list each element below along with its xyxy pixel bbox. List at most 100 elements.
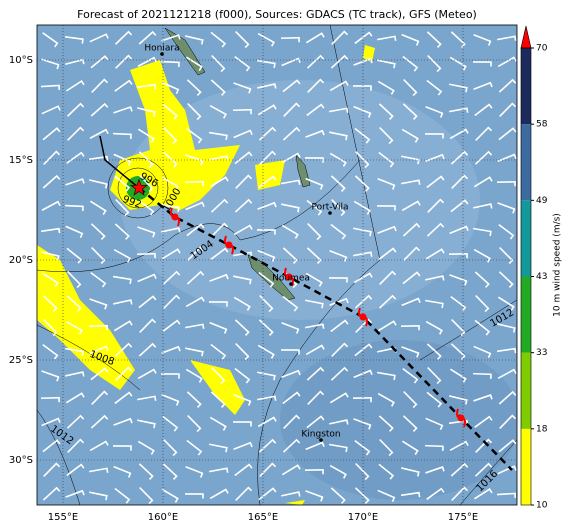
wind-barb	[137, 226, 156, 238]
colorbar-tick-label: 58	[536, 120, 548, 130]
wind-barb	[114, 30, 133, 45]
wind-barb	[67, 270, 82, 289]
wind-barb	[281, 369, 301, 378]
wind-barb	[258, 487, 277, 501]
wind-barb	[115, 54, 133, 69]
wind-barb	[449, 107, 469, 113]
wind-barb	[161, 34, 181, 42]
wind-barb	[377, 35, 397, 41]
x-tick-label: 165°E	[248, 512, 278, 523]
wind-barb	[186, 127, 203, 144]
wind-barb	[184, 493, 204, 499]
wind-barb	[66, 463, 85, 477]
wind-barb	[426, 222, 445, 237]
wind-barb	[306, 103, 325, 117]
wind-barb	[208, 301, 228, 307]
wind-barb	[496, 492, 517, 499]
wind-barb	[40, 227, 61, 234]
wind-barb	[329, 392, 349, 404]
wind-barb	[329, 249, 348, 262]
wind-barb	[498, 439, 517, 453]
wind-barb	[424, 133, 444, 139]
wind-barb	[185, 323, 205, 329]
wind-barb	[497, 465, 517, 475]
wind-barb	[42, 32, 59, 48]
wind-barb	[42, 295, 58, 313]
wind-barb	[138, 30, 157, 45]
wind-barb	[64, 204, 84, 211]
wind-barb	[281, 179, 301, 185]
wind-barb	[209, 416, 227, 431]
wind-barb	[473, 394, 493, 402]
wind-barb	[305, 32, 325, 44]
wind-barb	[113, 248, 131, 263]
wind-barb	[283, 414, 301, 429]
wind-barb	[163, 439, 178, 457]
wind-barb	[137, 128, 155, 144]
wind-barb	[497, 296, 515, 312]
wind-barb	[307, 223, 322, 241]
wind-barb	[67, 438, 85, 453]
wind-barb	[137, 273, 157, 283]
wind-barb	[472, 61, 492, 67]
wind-barb	[89, 440, 109, 452]
wind-barb	[401, 297, 421, 307]
wind-barb	[474, 271, 490, 288]
wind-barb	[234, 55, 251, 72]
wind-barb	[426, 79, 443, 96]
wind-barb	[163, 294, 181, 309]
wind-barb	[378, 103, 394, 120]
wind-barb	[473, 81, 493, 90]
wind-barb	[162, 270, 181, 285]
wind-barb	[329, 152, 347, 167]
wind-barb	[257, 395, 277, 401]
wind-barb	[91, 247, 106, 265]
wind-barb	[113, 153, 132, 167]
wind-barb	[235, 343, 250, 361]
wind-barb	[401, 128, 419, 143]
wind-barb	[211, 367, 226, 385]
isobar	[37, 409, 81, 505]
wind-barb	[186, 270, 205, 285]
wind-barb	[113, 106, 133, 114]
wind-zone	[255, 160, 285, 190]
wind-zone	[363, 45, 375, 62]
wind-barb	[330, 487, 346, 504]
wind-barb	[402, 271, 421, 285]
wind-barb	[496, 180, 516, 187]
wind-barb	[401, 179, 421, 185]
wind-barb	[137, 440, 155, 455]
wind-barb	[259, 462, 277, 477]
wind-barb	[377, 392, 395, 407]
wind-barb	[282, 247, 298, 264]
wind-barb	[235, 486, 253, 501]
storm-position	[130, 178, 148, 196]
wind-barb	[328, 443, 348, 453]
wind-barb	[210, 31, 227, 48]
wind-barb	[161, 345, 181, 354]
wind-barb	[257, 201, 277, 210]
wind-barb	[498, 78, 517, 93]
colorbar-label: 10 m wind speed (m/s)	[553, 213, 563, 317]
wind-barb	[43, 150, 61, 166]
isobar	[419, 299, 517, 361]
colorbar-tick-label: 10	[536, 501, 548, 511]
wind-barb	[139, 487, 154, 505]
wind-barb	[379, 127, 394, 145]
wind-barb	[42, 486, 61, 501]
wind-barb	[353, 57, 373, 66]
wind-barb	[400, 324, 420, 331]
wind-barb	[41, 251, 60, 261]
wind-barb	[475, 438, 493, 453]
isobar	[117, 167, 159, 209]
y-tick-label: 10°S	[9, 55, 33, 66]
wind-barb	[89, 491, 108, 501]
storm-center	[285, 273, 293, 281]
wind-barb	[328, 277, 348, 283]
wind-barb	[352, 396, 372, 403]
wind-barb	[426, 487, 445, 500]
wind-barb	[187, 415, 202, 433]
wind-barb	[233, 251, 253, 257]
wind-barb	[89, 33, 109, 43]
wind-barb	[91, 390, 109, 405]
